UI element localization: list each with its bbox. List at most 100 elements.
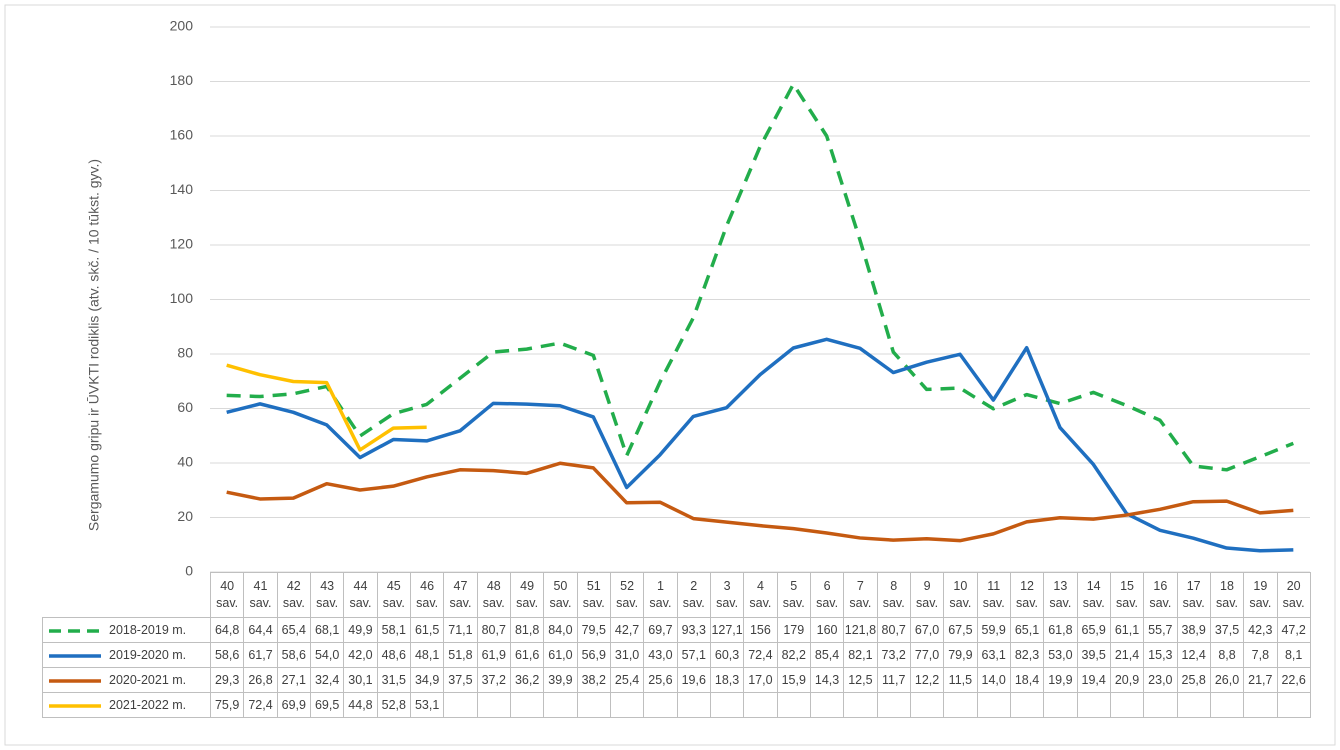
data-label: 72,4	[743, 642, 778, 668]
data-label: 19,6	[676, 667, 711, 693]
data-label: 38,9	[1176, 617, 1211, 643]
data-label: 65,9	[1076, 617, 1111, 643]
data-label: 156	[743, 617, 778, 643]
series-line	[226, 461, 1294, 543]
data-label: 69,7	[643, 617, 678, 643]
data-label: 61,5	[409, 617, 445, 643]
legend-swatch	[49, 628, 101, 633]
data-label: 11,7	[876, 667, 911, 693]
y-tick-label: 0	[185, 563, 193, 579]
legend-entry: 2019-2020 m.	[42, 642, 211, 668]
x-tick-label: 52 sav.	[609, 572, 645, 618]
x-tick-label: 18 sav.	[1209, 572, 1245, 618]
data-label: 179	[776, 617, 811, 643]
legend-entry: 2020-2021 m.	[42, 667, 211, 693]
data-label	[1109, 692, 1145, 718]
data-label: 63,1	[976, 642, 1011, 668]
data-label: 37,5	[1209, 617, 1245, 643]
legend-swatch	[49, 678, 101, 683]
data-label: 54,0	[309, 642, 345, 668]
data-label: 48,1	[409, 642, 445, 668]
data-label: 51,8	[443, 642, 478, 668]
data-label: 27,1	[276, 667, 311, 693]
data-label	[1043, 692, 1078, 718]
y-tick-label: 60	[177, 399, 193, 415]
data-label: 61,8	[1043, 617, 1078, 643]
legend-label: 2018-2019 m.	[109, 623, 187, 637]
x-tick-label: 7 sav.	[843, 572, 878, 618]
data-label: 19,9	[1043, 667, 1078, 693]
data-label: 160	[809, 617, 845, 643]
data-label: 8,1	[1276, 642, 1311, 668]
x-tick-label: 15 sav.	[1109, 572, 1145, 618]
x-tick-label: 9 sav.	[909, 572, 945, 618]
data-label: 12,2	[909, 667, 945, 693]
x-tick-label: 41 sav.	[243, 572, 278, 618]
data-label: 75,9	[209, 692, 245, 718]
data-label: 11,5	[943, 667, 978, 693]
data-label	[1243, 692, 1278, 718]
x-tick-label: 10 sav.	[943, 572, 978, 618]
data-label: 21,7	[1243, 667, 1278, 693]
data-label: 85,4	[809, 642, 845, 668]
data-label: 39,5	[1076, 642, 1111, 668]
data-label: 79,5	[576, 617, 611, 643]
data-label: 39,9	[543, 667, 578, 693]
series-line	[226, 363, 427, 452]
y-tick-label: 140	[170, 181, 194, 197]
legend-label: 2021-2022 m.	[109, 698, 187, 712]
data-label	[1143, 692, 1178, 718]
legend-label: 2020-2021 m.	[109, 673, 187, 687]
data-label: 77,0	[909, 642, 945, 668]
data-label: 61,7	[243, 642, 278, 668]
data-label: 67,0	[909, 617, 945, 643]
data-label	[943, 692, 978, 718]
data-label	[843, 692, 878, 718]
data-label: 80,7	[876, 617, 911, 643]
data-label	[776, 692, 811, 718]
data-label: 31,5	[376, 667, 411, 693]
legend-entry: 2018-2019 m.	[42, 617, 211, 643]
data-label: 34,9	[409, 667, 445, 693]
x-tick-label: 2 sav.	[676, 572, 711, 618]
y-tick-label: 180	[170, 72, 194, 88]
data-label: 23,0	[1143, 667, 1178, 693]
data-label	[876, 692, 911, 718]
chart-border	[4, 4, 1336, 746]
data-label	[676, 692, 711, 718]
data-label: 15,3	[1143, 642, 1178, 668]
x-tick-label: 13 sav.	[1043, 572, 1078, 618]
data-label: 82,2	[776, 642, 811, 668]
data-label: 25,6	[643, 667, 678, 693]
data-label: 61,6	[509, 642, 545, 668]
data-label: 18,4	[1009, 667, 1045, 693]
data-label: 26,0	[1209, 667, 1245, 693]
series-row: 2018-2019 m. 64,8 64,4 65,4 68,1 49,9 58,1 61,5…	[42, 617, 1311, 643]
data-label: 79,9	[943, 642, 978, 668]
data-label	[1209, 692, 1245, 718]
data-label	[1009, 692, 1045, 718]
x-tick-label: 1 sav.	[643, 572, 678, 618]
y-tick-label: 80	[177, 345, 193, 361]
data-label: 127,1	[709, 617, 745, 643]
x-tick-label: 20 sav.	[1276, 572, 1311, 618]
data-label: 58,1	[376, 617, 411, 643]
data-label	[976, 692, 1011, 718]
data-label: 32,4	[309, 667, 345, 693]
data-label: 57,1	[676, 642, 711, 668]
data-label: 25,8	[1176, 667, 1211, 693]
data-label: 56,9	[576, 642, 611, 668]
data-label: 43,0	[643, 642, 678, 668]
x-tick-label: 6 sav.	[809, 572, 845, 618]
x-tick-label: 44 sav.	[343, 572, 378, 618]
data-label: 68,1	[309, 617, 345, 643]
data-label: 37,5	[443, 667, 478, 693]
data-label	[909, 692, 945, 718]
data-label: 53,0	[1043, 642, 1078, 668]
data-label: 84,0	[543, 617, 578, 643]
data-label: 93,3	[676, 617, 711, 643]
x-tick-label: 50 sav.	[543, 572, 578, 618]
data-label: 44,8	[343, 692, 378, 718]
data-table: 40 sav. 41 sav. 42 sav. 43 sav. 44 sav. 45 sa…	[42, 572, 1311, 718]
